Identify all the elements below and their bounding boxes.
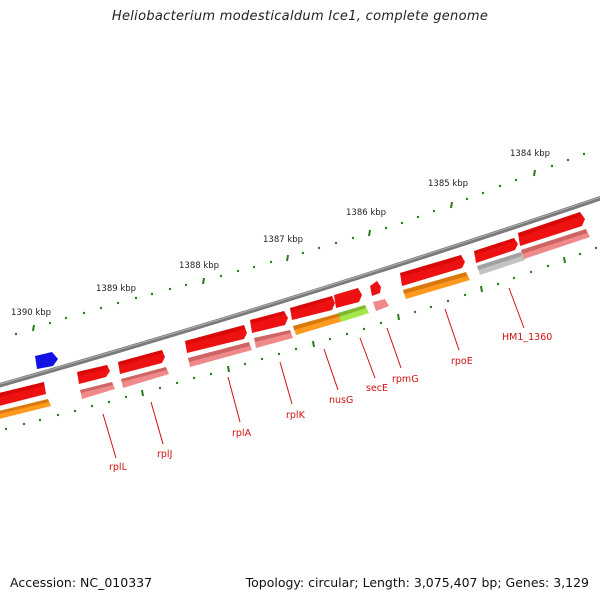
ruler-label: 1387 kbp bbox=[263, 235, 303, 245]
ruler-label: 1385 kbp bbox=[428, 179, 468, 189]
gene-feature[interactable] bbox=[400, 255, 465, 286]
gene-feature[interactable] bbox=[334, 288, 362, 308]
label-leaders bbox=[102, 287, 525, 459]
gene-label-rpmG[interactable]: rpmG bbox=[392, 374, 419, 385]
gene-feature[interactable] bbox=[0, 382, 46, 407]
inner-ruler-dots bbox=[4, 246, 598, 431]
gene-label-rplK[interactable]: rplK bbox=[286, 410, 306, 421]
gene-label-rplL[interactable]: rplL bbox=[109, 462, 128, 473]
map-title: Heliobacterium modesticaldum Ice1, compl… bbox=[111, 9, 489, 24]
gene-label-rpoE[interactable]: rpoE bbox=[451, 356, 473, 367]
inner-ruler-ticks bbox=[141, 256, 566, 397]
outer-ruler-ticks bbox=[32, 169, 536, 332]
gene-feature[interactable] bbox=[290, 296, 335, 320]
gene-feature[interactable] bbox=[250, 311, 288, 333]
ruler-label: 1386 kbp bbox=[346, 208, 386, 218]
cds-feature-pink[interactable] bbox=[373, 299, 389, 311]
ruler-label: 1384 kbp bbox=[510, 149, 550, 159]
gene-label-hm1-1360[interactable]: HM1_1360 bbox=[502, 332, 552, 343]
gene-track bbox=[0, 212, 585, 407]
outer-ruler-dots bbox=[14, 152, 586, 336]
gene-feature[interactable] bbox=[518, 212, 585, 246]
ruler-label: 1389 kbp bbox=[96, 284, 136, 294]
gene-feature[interactable] bbox=[118, 350, 165, 374]
gene-label-rplA[interactable]: rplA bbox=[232, 428, 252, 439]
gene-label-nusG[interactable]: nusG bbox=[329, 395, 353, 406]
ruler-label: 1390 kbp bbox=[11, 308, 51, 318]
accession-text: Accession: NC_010337 bbox=[10, 575, 153, 590]
gene-label-rplJ[interactable]: rplJ bbox=[157, 449, 172, 460]
genome-backbone bbox=[0, 196, 600, 388]
topology-text: Topology: circular; Length: 3,075,407 bp… bbox=[245, 575, 589, 590]
gene-label-secE[interactable]: secE bbox=[366, 383, 388, 394]
gene-feature[interactable] bbox=[474, 238, 518, 263]
cds-feature-blue[interactable] bbox=[35, 352, 58, 369]
gene-feature[interactable] bbox=[370, 281, 381, 296]
backbone-highlight bbox=[0, 196, 600, 385]
feature-track bbox=[0, 229, 590, 419]
ruler-label: 1388 kbp bbox=[179, 261, 219, 271]
gene-feature[interactable] bbox=[77, 365, 110, 384]
gene-feature[interactable] bbox=[185, 325, 247, 353]
